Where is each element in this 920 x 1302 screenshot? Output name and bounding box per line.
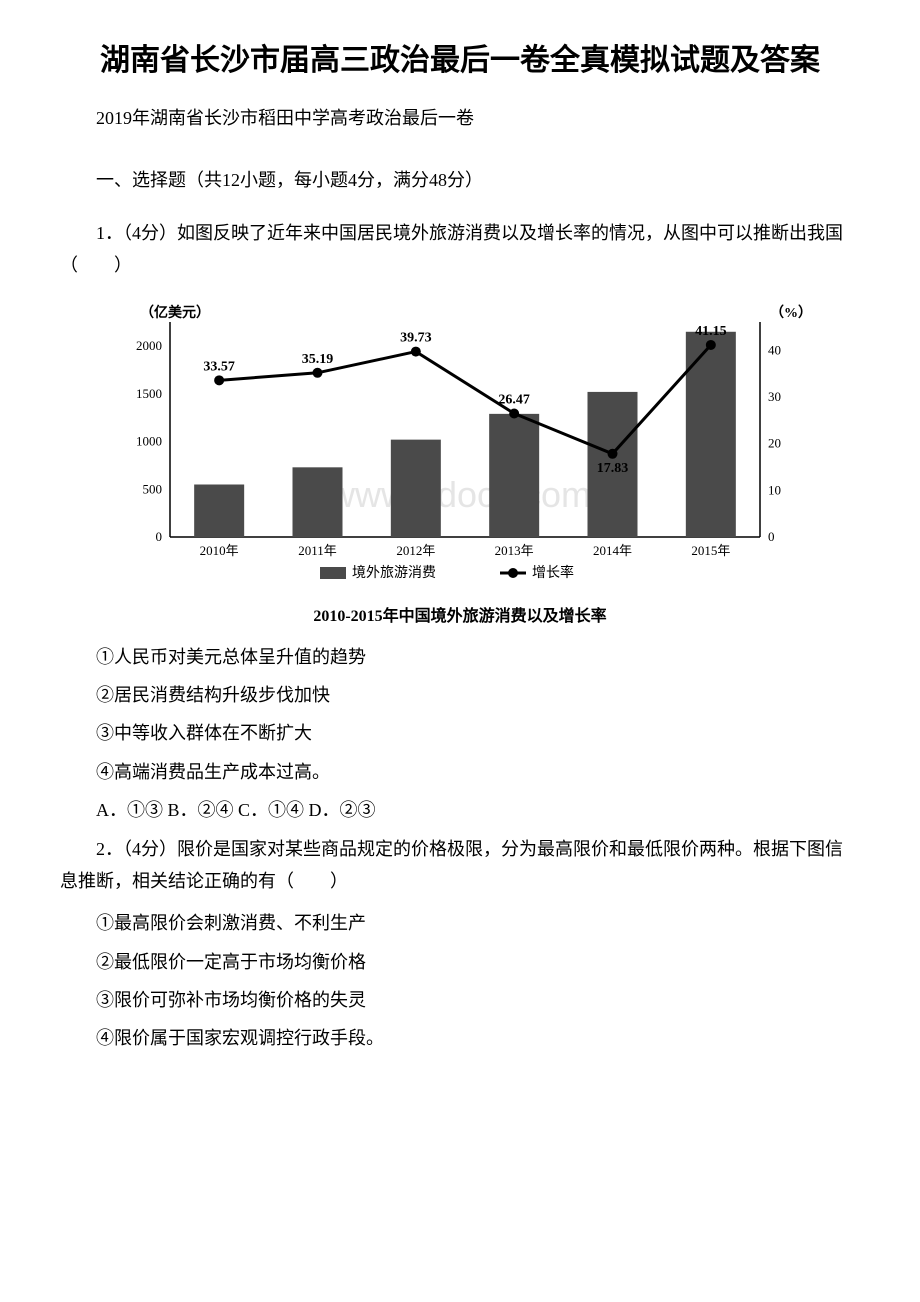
svg-text:2014年: 2014年: [593, 543, 632, 558]
svg-text:30: 30: [768, 389, 781, 404]
svg-text:1500: 1500: [136, 385, 162, 400]
svg-text:（亿美元）: （亿美元）: [140, 304, 210, 321]
section-header: 一、选择题（共12小题，每小题4分，满分48分）: [60, 164, 860, 196]
question-1-option-4: ④高端消费品生产成本过高。: [60, 756, 860, 788]
svg-text:26.47: 26.47: [498, 392, 529, 407]
svg-text:www bdocx com: www bdocx com: [328, 474, 591, 515]
svg-text:1000: 1000: [136, 433, 162, 448]
document-title: 湖南省长沙市届高三政治最后一卷全真模拟试题及答案: [60, 40, 860, 82]
question-2-option-4: ④限价属于国家宏观调控行政手段。: [60, 1022, 860, 1054]
svg-text:增长率: 增长率: [532, 564, 574, 581]
svg-text:2015年: 2015年: [691, 543, 730, 558]
question-1-option-3: ③中等收入群体在不断扩大: [60, 717, 860, 749]
question-2-text: 2．（4分）限价是国家对某些商品规定的价格极限，分为最高限价和最低限价两种。根据…: [60, 833, 860, 898]
chart-svg: www bdocx com 0 500 1000 1500 2000 0 10 20 30 40 （亿…: [100, 297, 820, 597]
svg-text:2011年: 2011年: [298, 543, 337, 558]
question-2-option-3: ③限价可弥补市场均衡价格的失灵: [60, 984, 860, 1016]
svg-text:33.57: 33.57: [203, 359, 235, 374]
document-subtitle: 2019年湖南省长沙市稻田中学高考政治最后一卷: [60, 102, 860, 134]
svg-text:境外旅游消费: 境外旅游消费: [352, 565, 436, 581]
question-1-option-1: ①人民币对美元总体呈升值的趋势: [60, 641, 860, 673]
svg-text:2000: 2000: [136, 338, 162, 353]
svg-text:2010年: 2010年: [200, 543, 239, 558]
svg-text:2012年: 2012年: [396, 543, 435, 558]
chart-container: www bdocx com 0 500 1000 1500 2000 0 10 20 30 40 （亿…: [100, 297, 820, 597]
svg-text:500: 500: [143, 481, 163, 496]
svg-text:40: 40: [768, 342, 781, 357]
question-1-option-2: ②居民消费结构升级步伐加快: [60, 679, 860, 711]
svg-text:17.83: 17.83: [597, 460, 629, 475]
question-2-option-1: ①最高限价会刺激消费、不利生产: [60, 907, 860, 939]
svg-text:10: 10: [768, 482, 781, 497]
svg-text:35.19: 35.19: [302, 351, 334, 366]
question-1-choices: A．①③ B．②④ C．①④ D．②③: [60, 794, 860, 826]
svg-text:41.15: 41.15: [695, 324, 727, 339]
question-2-option-2: ②最低限价一定高于市场均衡价格: [60, 946, 860, 978]
svg-text:20: 20: [768, 435, 781, 450]
question-1-text: 1．（4分）如图反映了近年来中国居民境外旅游消费以及增长率的情况，从图中可以推断…: [60, 217, 860, 282]
chart-caption: 2010-2015年中国境外旅游消费以及增长率: [60, 602, 860, 626]
svg-text:2013年: 2013年: [495, 543, 534, 558]
svg-text:0: 0: [768, 529, 775, 544]
svg-text:（%）: （%）: [770, 305, 812, 321]
svg-text:39.73: 39.73: [400, 330, 432, 345]
svg-text:0: 0: [156, 529, 163, 544]
